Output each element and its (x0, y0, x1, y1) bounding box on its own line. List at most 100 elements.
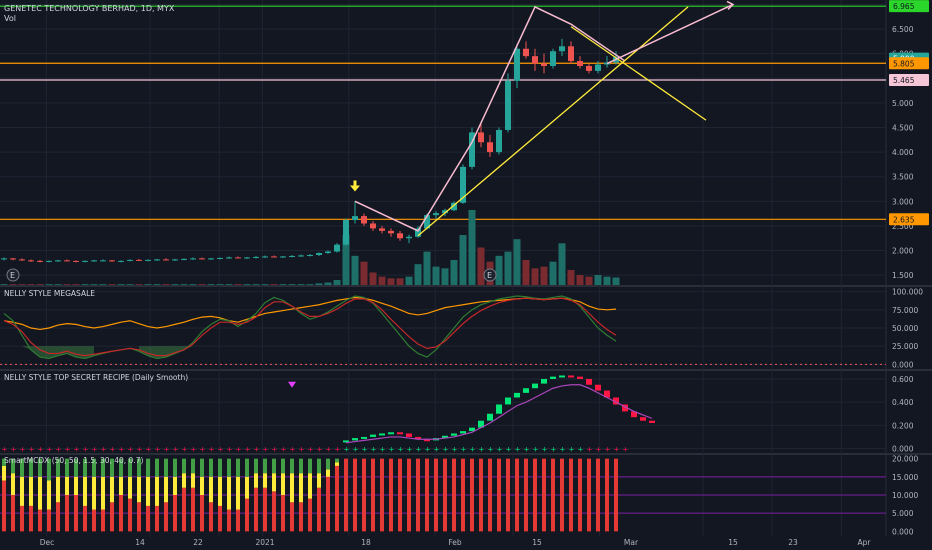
tsr-cross-marker: + (506, 446, 512, 454)
mcdx-yellow-bar (74, 476, 78, 495)
mcdx-red-bar (497, 458, 501, 532)
candle-body (559, 46, 565, 52)
mcdx-red-bar (83, 505, 87, 532)
mcdx-green-bar (83, 458, 87, 477)
price-tick-label: 2.500 (892, 222, 914, 231)
candle-body (586, 65, 592, 71)
mcdx-green-bar (191, 458, 195, 474)
candlestick-series[interactable] (1, 38, 619, 263)
mcdx-yellow-bar (164, 476, 168, 503)
mcdx-yellow-bar (308, 473, 312, 499)
tsr-cross-marker: + (308, 446, 314, 454)
volume-bar (360, 261, 368, 285)
volume-bar (459, 235, 467, 285)
mcdx-red-bar (146, 505, 150, 532)
volume-bar (99, 284, 107, 285)
mcdx-yellow-bar (47, 480, 51, 510)
volume-bar (180, 284, 188, 285)
mcdx-green-bar (47, 458, 51, 481)
earnings-marker-letter: E (487, 271, 492, 280)
candle-body (100, 260, 106, 262)
mcdx-yellow-bar (245, 476, 249, 499)
candle-body (496, 129, 502, 153)
yellow-down-arrow-icon (350, 185, 360, 192)
mcdx-red-bar (362, 458, 366, 532)
tsr-cross-marker: + (83, 446, 89, 454)
mcdx-green-bar (56, 458, 60, 477)
megasale-title: NELLY STYLE MEGASALE (4, 289, 95, 298)
mcdx-red-bar (245, 498, 249, 532)
tsr-cross-marker: + (74, 446, 80, 454)
time-tick-label: Apr (858, 538, 872, 547)
candle-body (10, 258, 16, 260)
price-tag-label: 5.805 (893, 59, 915, 68)
volume-bar (162, 284, 170, 285)
mcdx-green-bar (218, 458, 222, 477)
candle-body (82, 260, 88, 262)
volume-bar (189, 284, 197, 285)
candle-body (307, 254, 313, 256)
mcdx-green-bar (65, 458, 69, 477)
mcdx-red-bar (407, 458, 411, 532)
mcdx-red-bar (425, 458, 429, 532)
tsr-cross-marker: + (344, 446, 350, 454)
volume-bar (603, 276, 611, 285)
candle-body (325, 251, 331, 254)
volume-bar (558, 243, 566, 285)
mcdx-yellow-bar (146, 476, 150, 506)
volume-bar (594, 275, 602, 285)
mcdx-green-bar (236, 458, 240, 477)
mcdx-yellow-bar (182, 473, 186, 488)
tsr-bar (550, 376, 556, 379)
tsr-cross-marker: + (245, 446, 251, 454)
tsr-cross-marker: + (479, 446, 485, 454)
candle-body (469, 132, 475, 167)
mcdx-green-bar (245, 458, 249, 477)
volume-bar (27, 284, 35, 285)
volume-bar (288, 284, 296, 285)
volume-bar (369, 272, 377, 285)
time-tick-label: Dec (40, 538, 55, 547)
mcdx-yellow-bar (272, 473, 276, 492)
price-axis[interactable]: 7.0006.5006.0005.5005.0004.5004.0003.500… (889, 0, 929, 536)
price-tick-label: 1.500 (892, 271, 914, 280)
candle-body (163, 259, 169, 261)
tsr-cross-marker: + (434, 446, 440, 454)
tsr-cross-marker: + (281, 446, 287, 454)
candle-body (64, 260, 70, 262)
candle-body (550, 51, 556, 66)
mcdx-yellow-bar (191, 473, 195, 488)
time-axis[interactable]: Dec 14 22 2021 18 Feb 15 Mar 15 23 Apr (40, 538, 872, 547)
volume-bar (414, 264, 422, 285)
tsr-bar (595, 384, 601, 391)
volume-bar (234, 284, 242, 285)
volume-bar (207, 284, 215, 285)
tsr-bar (541, 378, 547, 384)
yellow-arrow-stem (353, 180, 357, 186)
tsr-cross-marker: + (371, 446, 377, 454)
candle-body (370, 223, 376, 229)
mcdx-yellow-bar (200, 476, 204, 495)
tsr-bar (577, 376, 583, 379)
tsr-cross-marker: + (2, 446, 8, 454)
candle-body (109, 260, 115, 262)
mcdx-yellow-bar (254, 473, 258, 488)
candle-body (145, 259, 151, 261)
candle-body (577, 61, 583, 66)
top-secret-recipe-panel: NELLY STYLE TOP SECRET RECIPE (Daily Smo… (2, 373, 655, 454)
tsr-cross-marker: + (425, 446, 431, 454)
volume-bar (54, 284, 62, 285)
volume-bar (585, 276, 593, 285)
candle-body (379, 228, 385, 231)
mcdx-green-bar (128, 458, 132, 477)
volume-bar (270, 284, 278, 285)
time-tick-label: 15 (532, 538, 542, 547)
candle-body (460, 166, 466, 203)
tsr-cross-marker: + (398, 446, 404, 454)
earnings-marker-icon (483, 268, 497, 282)
price-tick-label: 5.000 (892, 99, 914, 108)
price-tag-label: 5.465 (893, 76, 915, 85)
tsr-cross-marker: + (209, 446, 215, 454)
tsr-bar (586, 378, 592, 385)
mcdx-red-bar (173, 495, 177, 532)
